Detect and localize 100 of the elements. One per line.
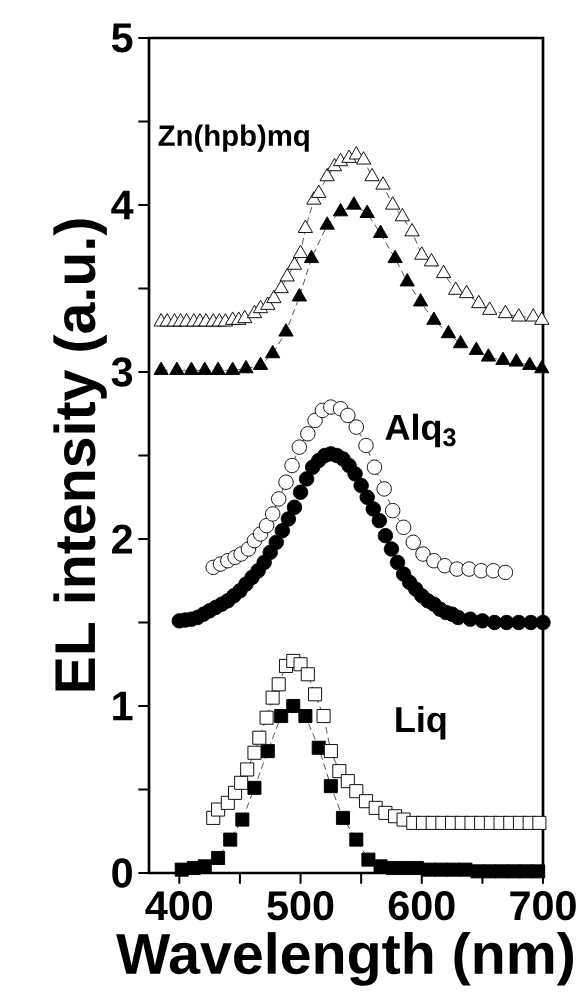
point (435, 264, 452, 279)
x-axis-title: Wavelength (nm) (116, 932, 573, 986)
point (308, 687, 323, 702)
point (426, 311, 442, 325)
point (323, 779, 338, 794)
point (183, 361, 200, 375)
point (423, 253, 440, 267)
point (264, 506, 281, 522)
point (497, 564, 514, 581)
point (174, 862, 189, 877)
point (395, 519, 412, 535)
point (169, 361, 185, 375)
point (153, 361, 169, 375)
point (235, 812, 250, 827)
point (197, 361, 213, 375)
point (385, 196, 401, 210)
point (273, 279, 289, 294)
point (223, 832, 238, 847)
point (358, 437, 374, 454)
x-tick-label: 400 (145, 891, 213, 921)
point (494, 864, 509, 879)
point (348, 419, 364, 435)
point (247, 780, 262, 795)
point (292, 244, 309, 259)
point (412, 293, 429, 307)
point (389, 554, 406, 571)
point (522, 356, 538, 370)
y-axis-title: EL intensity (a.u.) (53, 219, 107, 691)
point (297, 219, 314, 233)
point (535, 614, 551, 631)
point (404, 222, 420, 237)
point (461, 561, 477, 577)
point (210, 361, 226, 375)
point (366, 459, 383, 475)
point (394, 207, 410, 222)
point (531, 864, 546, 879)
annotation: Alq$_{3}$ (385, 413, 456, 448)
point (468, 341, 484, 355)
point (346, 196, 362, 210)
point (323, 744, 338, 759)
point (319, 167, 335, 182)
point (240, 762, 255, 777)
point (495, 351, 511, 365)
point (271, 677, 286, 692)
point (286, 499, 303, 515)
point (385, 860, 400, 875)
point (365, 501, 381, 517)
point (279, 268, 295, 282)
point (268, 534, 284, 551)
point (359, 489, 375, 505)
point (349, 832, 364, 847)
point (437, 558, 453, 574)
point (300, 667, 315, 682)
point (383, 541, 400, 557)
point (252, 356, 269, 370)
point (440, 324, 457, 339)
point (274, 522, 291, 539)
y-tick-label: 1 (113, 691, 133, 721)
point (237, 309, 253, 324)
point (291, 439, 307, 455)
point (364, 167, 380, 182)
point (298, 471, 315, 487)
point (247, 745, 262, 760)
point (274, 709, 289, 724)
point (361, 852, 376, 867)
point (291, 288, 307, 302)
point (311, 184, 327, 198)
point (238, 359, 254, 374)
point (508, 353, 524, 367)
point (534, 311, 550, 325)
x-tick-label: 500 (267, 891, 334, 921)
annotation: Zn(hpb)mq (158, 124, 309, 152)
point (278, 474, 294, 490)
point (234, 775, 249, 790)
point (359, 204, 375, 218)
point (376, 481, 392, 497)
point (316, 709, 331, 724)
point (292, 484, 309, 500)
point (260, 744, 275, 759)
point (387, 249, 403, 264)
annotation: Liq (396, 705, 446, 740)
y-tick-label: 5 (111, 23, 133, 53)
x-tick-label: 600 (388, 891, 455, 921)
point (405, 534, 421, 551)
point (332, 202, 349, 217)
y-tick-label: 2 (112, 524, 132, 554)
point (280, 511, 297, 527)
x-tick-label: 700 (510, 891, 576, 921)
point (300, 426, 316, 442)
point (211, 850, 226, 865)
y-tick-label: 3 (111, 357, 133, 387)
point (482, 864, 497, 879)
point (258, 517, 275, 534)
point (414, 246, 430, 260)
y-tick-label: 0 (112, 858, 132, 888)
point (415, 546, 431, 562)
point (497, 304, 514, 319)
point (349, 784, 364, 799)
point (355, 151, 372, 165)
point (448, 281, 464, 295)
